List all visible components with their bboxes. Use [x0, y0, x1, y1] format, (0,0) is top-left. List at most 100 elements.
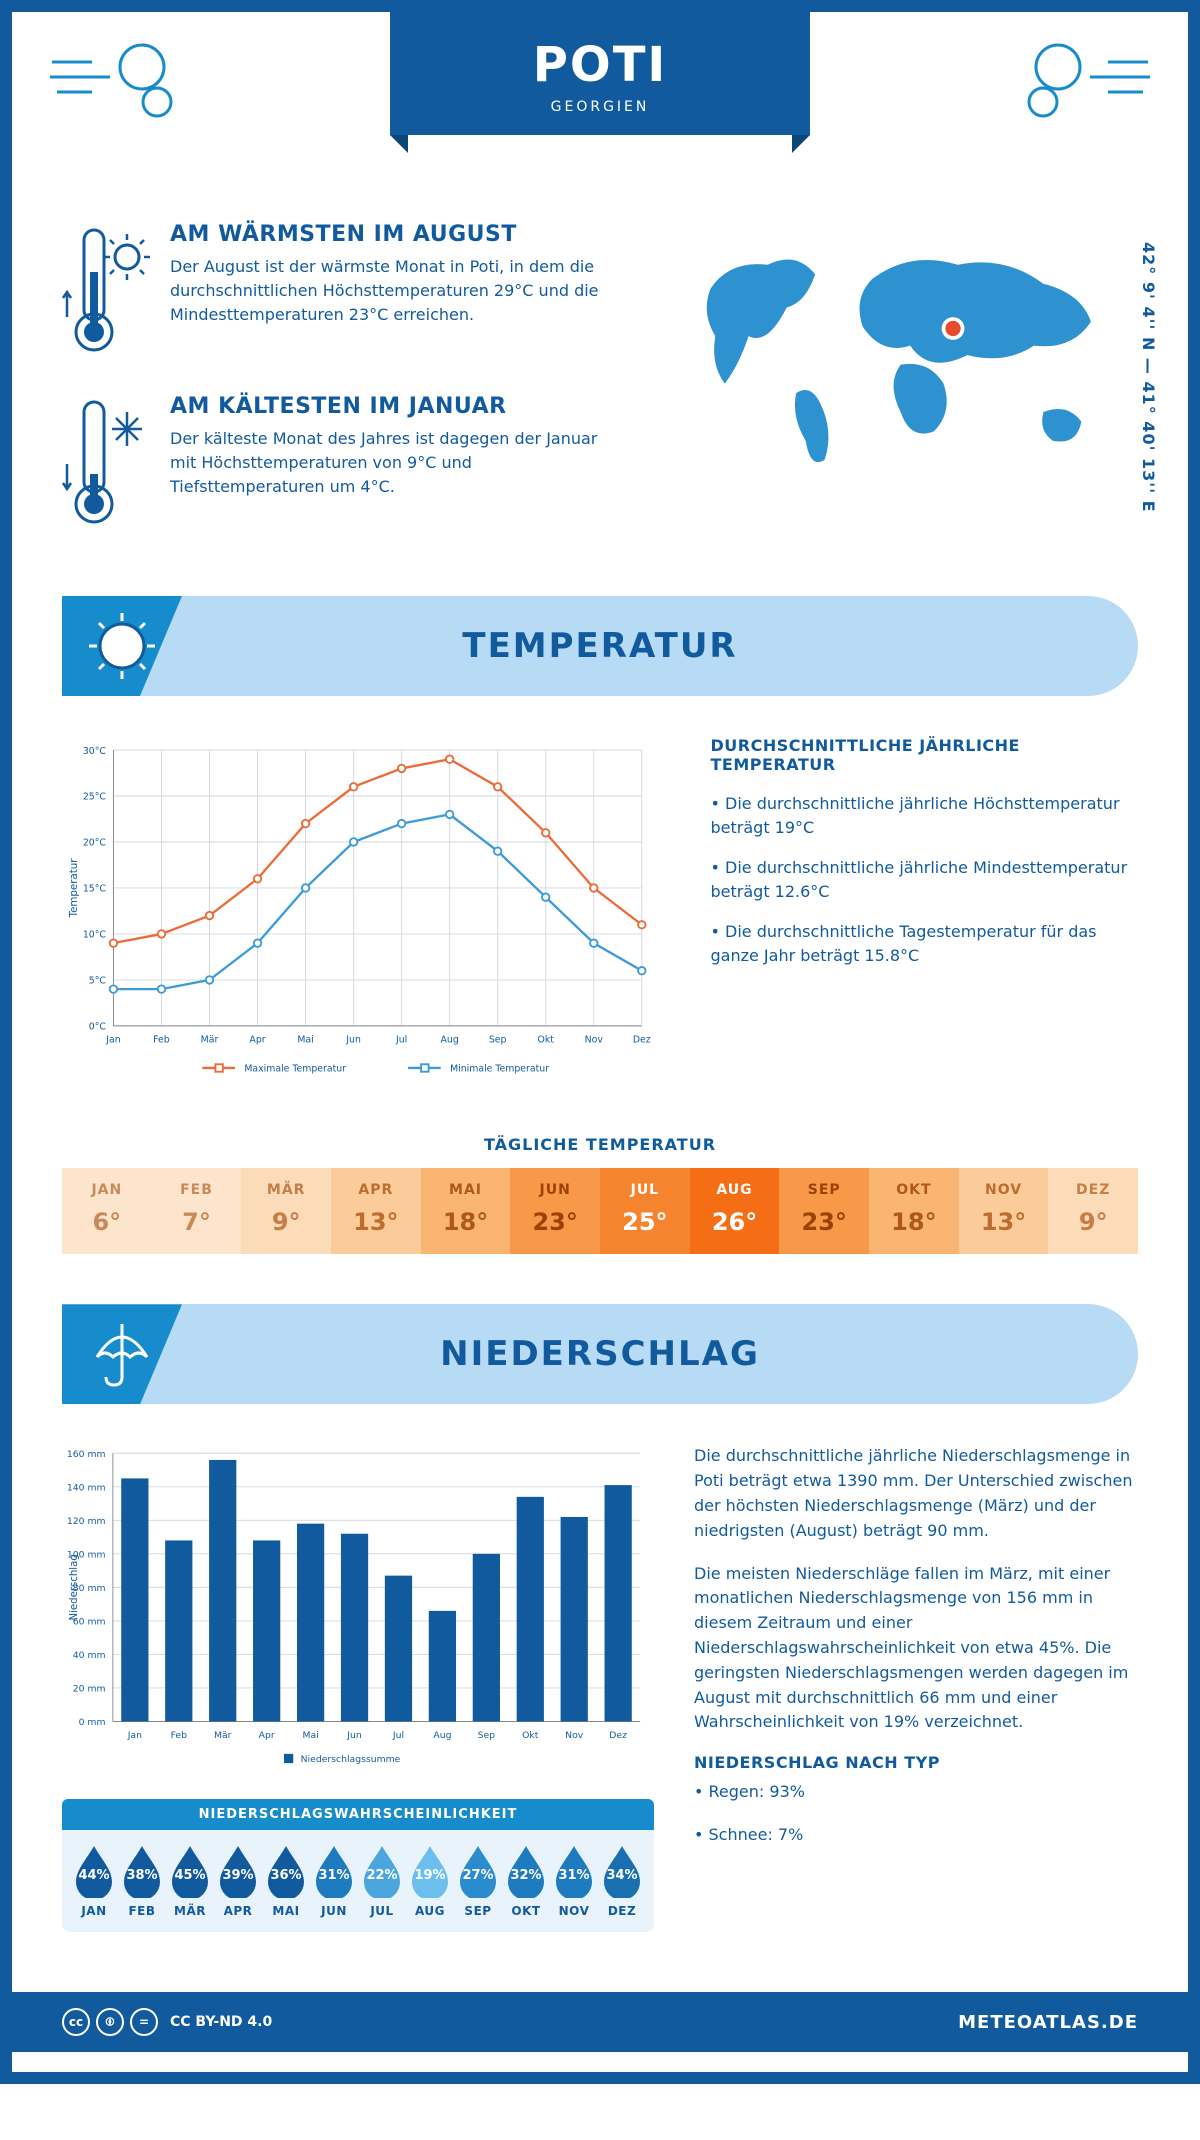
thermometer-cold-icon [62, 394, 152, 538]
header: POTI GEORGIEN [12, 12, 1188, 212]
temperature-summary: DURCHSCHNITTLICHE JÄHRLICHE TEMPERATUR •… [711, 736, 1139, 1095]
temp-text-heading: DURCHSCHNITTLICHE JÄHRLICHE TEMPERATUR [711, 736, 1139, 774]
prob-title: NIEDERSCHLAGSWAHRSCHEINLICHKEIT [62, 1799, 654, 1830]
heat-cell: APR13° [331, 1168, 421, 1254]
svg-text:Dez: Dez [609, 1731, 627, 1742]
prob-drop: 44%JAN [72, 1842, 116, 1918]
svg-text:Dez: Dez [633, 1035, 651, 1046]
temperature-line-chart: 0°C5°C10°C15°C20°C25°C30°CJanFebMärAprMa… [62, 736, 661, 1095]
thermometer-hot-icon [62, 222, 152, 366]
prob-drop: 22%JUL [360, 1842, 404, 1918]
heat-cell: OKT18° [869, 1168, 959, 1254]
prob-drop: 31%JUN [312, 1842, 356, 1918]
precip-type-heading: NIEDERSCHLAG NACH TYP [694, 1753, 1138, 1772]
svg-text:Mär: Mär [214, 1731, 232, 1742]
svg-text:0 mm: 0 mm [79, 1718, 106, 1729]
svg-text:Minimale Temperatur: Minimale Temperatur [450, 1064, 549, 1075]
svg-text:Aug: Aug [433, 1731, 451, 1742]
coldest-text: Der kälteste Monat des Jahres ist dagege… [170, 427, 600, 499]
country-subtitle: GEORGIEN [390, 99, 810, 115]
precip-bar-chart: 0 mm20 mm40 mm60 mm80 mm100 mm120 mm140 … [62, 1444, 654, 1777]
svg-text:Temperatur: Temperatur [68, 858, 80, 919]
precip-para-2: Die meisten Niederschläge fallen im März… [694, 1562, 1138, 1736]
wind-icon [1008, 22, 1158, 146]
prob-drop: 34%DEZ [600, 1842, 644, 1918]
warmest-title: AM WÄRMSTEN IM AUGUST [170, 222, 600, 247]
svg-text:5°C: 5°C [89, 976, 107, 987]
temp-bullet-3: • Die durchschnittliche Tagestemperatur … [711, 920, 1139, 968]
temperature-banner: TEMPERATUR [62, 596, 1138, 696]
svg-text:Jun: Jun [346, 1731, 362, 1742]
umbrella-icon [62, 1304, 182, 1404]
precip-probability-panel: NIEDERSCHLAGSWAHRSCHEINLICHKEIT 44%JAN38… [62, 1799, 654, 1932]
warmest-fact: AM WÄRMSTEN IM AUGUST Der August ist der… [62, 222, 633, 366]
precip-type-2: • Schnee: 7% [694, 1823, 1138, 1848]
world-map: 42° 9' 4'' N — 41° 40' 13'' E [663, 222, 1138, 566]
site-name: METEOATLAS.DE [958, 2012, 1138, 2033]
coldest-title: AM KÄLTESTEN IM JANUAR [170, 394, 600, 419]
svg-text:Aug: Aug [441, 1035, 459, 1046]
svg-text:Sep: Sep [478, 1731, 496, 1742]
temp-bullet-1: • Die durchschnittliche jährliche Höchst… [711, 792, 1139, 840]
svg-text:140 mm: 140 mm [67, 1483, 106, 1494]
svg-text:Niederschlag: Niederschlag [69, 1555, 80, 1621]
heat-cell: JUN23° [510, 1168, 600, 1254]
prob-drop: 39%APR [216, 1842, 260, 1918]
svg-text:Jul: Jul [395, 1035, 407, 1046]
heat-cell: FEB7° [152, 1168, 242, 1254]
prob-drop: 31%NOV [552, 1842, 596, 1918]
svg-text:30°C: 30°C [83, 746, 107, 757]
svg-text:Mai: Mai [302, 1731, 318, 1742]
heat-cell: JUL25° [600, 1168, 690, 1254]
svg-text:Apr: Apr [259, 1731, 275, 1742]
city-title: POTI [390, 37, 810, 93]
svg-text:Niederschlagssumme: Niederschlagssumme [301, 1755, 401, 1766]
svg-text:20°C: 20°C [83, 838, 107, 849]
cc-license-icon: cc🅯= [62, 2008, 158, 2036]
svg-text:0°C: 0°C [89, 1022, 107, 1033]
prob-drop: 19%AUG [408, 1842, 452, 1918]
svg-text:Mai: Mai [297, 1035, 313, 1046]
intro-section: AM WÄRMSTEN IM AUGUST Der August ist der… [62, 222, 1138, 566]
daily-temp-table: JAN6°FEB7°MÄR9°APR13°MAI18°JUN23°JUL25°A… [62, 1168, 1138, 1254]
precip-para-1: Die durchschnittliche jährliche Niedersc… [694, 1444, 1138, 1543]
title-banner: POTI GEORGIEN [390, 12, 810, 135]
svg-text:Mär: Mär [201, 1035, 219, 1046]
precip-column: 0 mm20 mm40 mm60 mm80 mm100 mm120 mm140 … [62, 1444, 654, 1932]
svg-text:25°C: 25°C [83, 792, 107, 803]
svg-text:Jun: Jun [345, 1035, 361, 1046]
svg-text:Maximale Temperatur: Maximale Temperatur [244, 1064, 346, 1075]
heat-cell: AUG26° [690, 1168, 780, 1254]
prob-drop: 36%MAI [264, 1842, 308, 1918]
svg-text:Sep: Sep [489, 1035, 507, 1046]
prob-drop: 45%MÄR [168, 1842, 212, 1918]
svg-text:10°C: 10°C [83, 930, 107, 941]
prob-drop: 32%OKT [504, 1842, 548, 1918]
svg-text:40 mm: 40 mm [73, 1650, 106, 1661]
svg-text:Jan: Jan [105, 1035, 120, 1046]
svg-text:Feb: Feb [171, 1731, 188, 1742]
precip-banner: NIEDERSCHLAG [62, 1304, 1138, 1404]
temperature-heading: TEMPERATUR [462, 626, 737, 666]
sun-icon [62, 596, 182, 696]
temp-bullet-2: • Die durchschnittliche jährliche Mindes… [711, 856, 1139, 904]
svg-text:Jan: Jan [127, 1731, 142, 1742]
heat-cell: MAI18° [421, 1168, 511, 1254]
svg-text:Jul: Jul [392, 1731, 404, 1742]
heat-cell: NOV13° [959, 1168, 1049, 1254]
precip-type-1: • Regen: 93% [694, 1780, 1138, 1805]
warmest-text: Der August ist der wärmste Monat in Poti… [170, 255, 600, 327]
svg-text:Nov: Nov [565, 1731, 584, 1742]
prob-drop: 27%SEP [456, 1842, 500, 1918]
prob-drop: 38%FEB [120, 1842, 164, 1918]
footer: cc🅯= CC BY-ND 4.0 METEOATLAS.DE [12, 1992, 1188, 2052]
heat-cell: DEZ9° [1048, 1168, 1138, 1254]
license-text: CC BY-ND 4.0 [170, 2014, 272, 2030]
svg-text:Apr: Apr [249, 1035, 265, 1046]
heat-cell: MÄR9° [241, 1168, 331, 1254]
heat-cell: SEP23° [779, 1168, 869, 1254]
svg-text:Okt: Okt [538, 1035, 555, 1046]
precip-summary: Die durchschnittliche jährliche Niedersc… [694, 1444, 1138, 1932]
svg-text:15°C: 15°C [83, 884, 107, 895]
heat-cell: JAN6° [62, 1168, 152, 1254]
